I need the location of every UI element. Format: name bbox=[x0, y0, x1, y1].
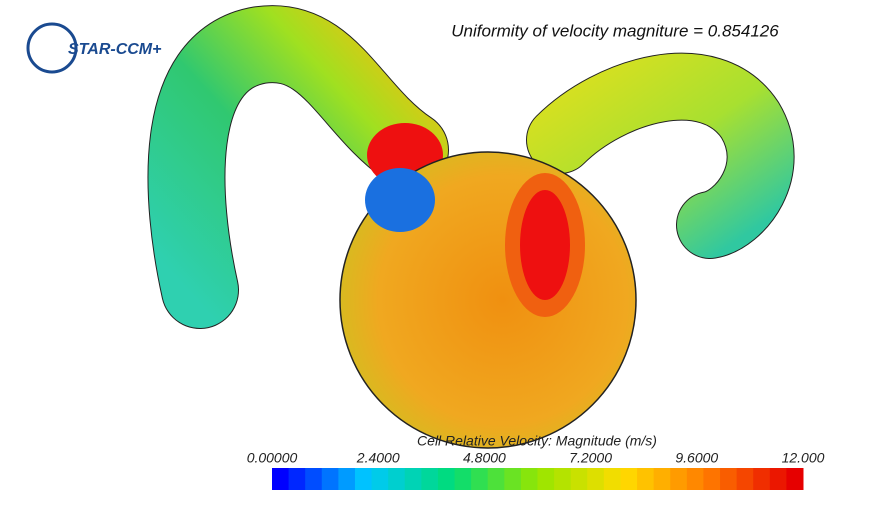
colorbar-segment bbox=[737, 468, 754, 490]
colorbar-segment bbox=[654, 468, 671, 490]
logo-text: STAR-CCM+ bbox=[68, 41, 161, 58]
colorbar-tick-label: 7.2000 bbox=[569, 450, 612, 466]
colorbar-segment bbox=[604, 468, 621, 490]
colorbar-segment bbox=[388, 468, 405, 490]
colorbar-segment bbox=[488, 468, 505, 490]
annotation: Uniformity of velocity magniture = 0.854… bbox=[451, 21, 779, 40]
colorbar-segment bbox=[405, 468, 422, 490]
colorbar-segment bbox=[504, 468, 521, 490]
colorbar-tick-label: 2.4000 bbox=[356, 450, 400, 466]
colorbar-segment bbox=[438, 468, 455, 490]
colorbar-segment bbox=[786, 468, 803, 490]
colorbar-segment bbox=[538, 468, 555, 490]
colorbar-segment bbox=[521, 468, 538, 490]
colorbar-segment bbox=[421, 468, 438, 490]
colorbar-segment bbox=[753, 468, 770, 490]
colorbar-segment bbox=[322, 468, 339, 490]
colorbar-segment bbox=[305, 468, 322, 490]
colorbar-tick-label: 4.8000 bbox=[463, 450, 506, 466]
colorbar-segment bbox=[670, 468, 687, 490]
colorbar-segment bbox=[471, 468, 488, 490]
colorbar-segment bbox=[620, 468, 637, 490]
colorbar-segment bbox=[587, 468, 604, 490]
colorbar-segment bbox=[554, 468, 571, 490]
colorbar-segment bbox=[720, 468, 737, 490]
colorbar-tick-label: 9.6000 bbox=[675, 450, 718, 466]
colorbar-segment bbox=[455, 468, 472, 490]
colorbar-title: Cell Relative Velocity: Magnitude (m/s) bbox=[417, 433, 657, 449]
blue-region bbox=[365, 168, 435, 232]
colorbar-segment bbox=[770, 468, 787, 490]
colorbar-segment bbox=[338, 468, 355, 490]
colorbar-segment bbox=[355, 468, 372, 490]
colorbar-segment bbox=[687, 468, 704, 490]
page: STAR-CCM+ Uniformity of velocity magnitu… bbox=[0, 0, 883, 510]
colorbar-segment bbox=[272, 468, 289, 490]
colorbar-segment bbox=[289, 468, 306, 490]
scene: STAR-CCM+ Uniformity of velocity magnitu… bbox=[0, 0, 883, 510]
colorbar-segment bbox=[637, 468, 654, 490]
colorbar-segment bbox=[571, 468, 588, 490]
colorbar-tick-label: 0.00000 bbox=[247, 450, 298, 466]
red-core bbox=[520, 190, 570, 300]
colorbar-tick-label: 12.000 bbox=[782, 450, 825, 466]
colorbar-segment bbox=[703, 468, 720, 490]
colorbar-segment bbox=[372, 468, 389, 490]
